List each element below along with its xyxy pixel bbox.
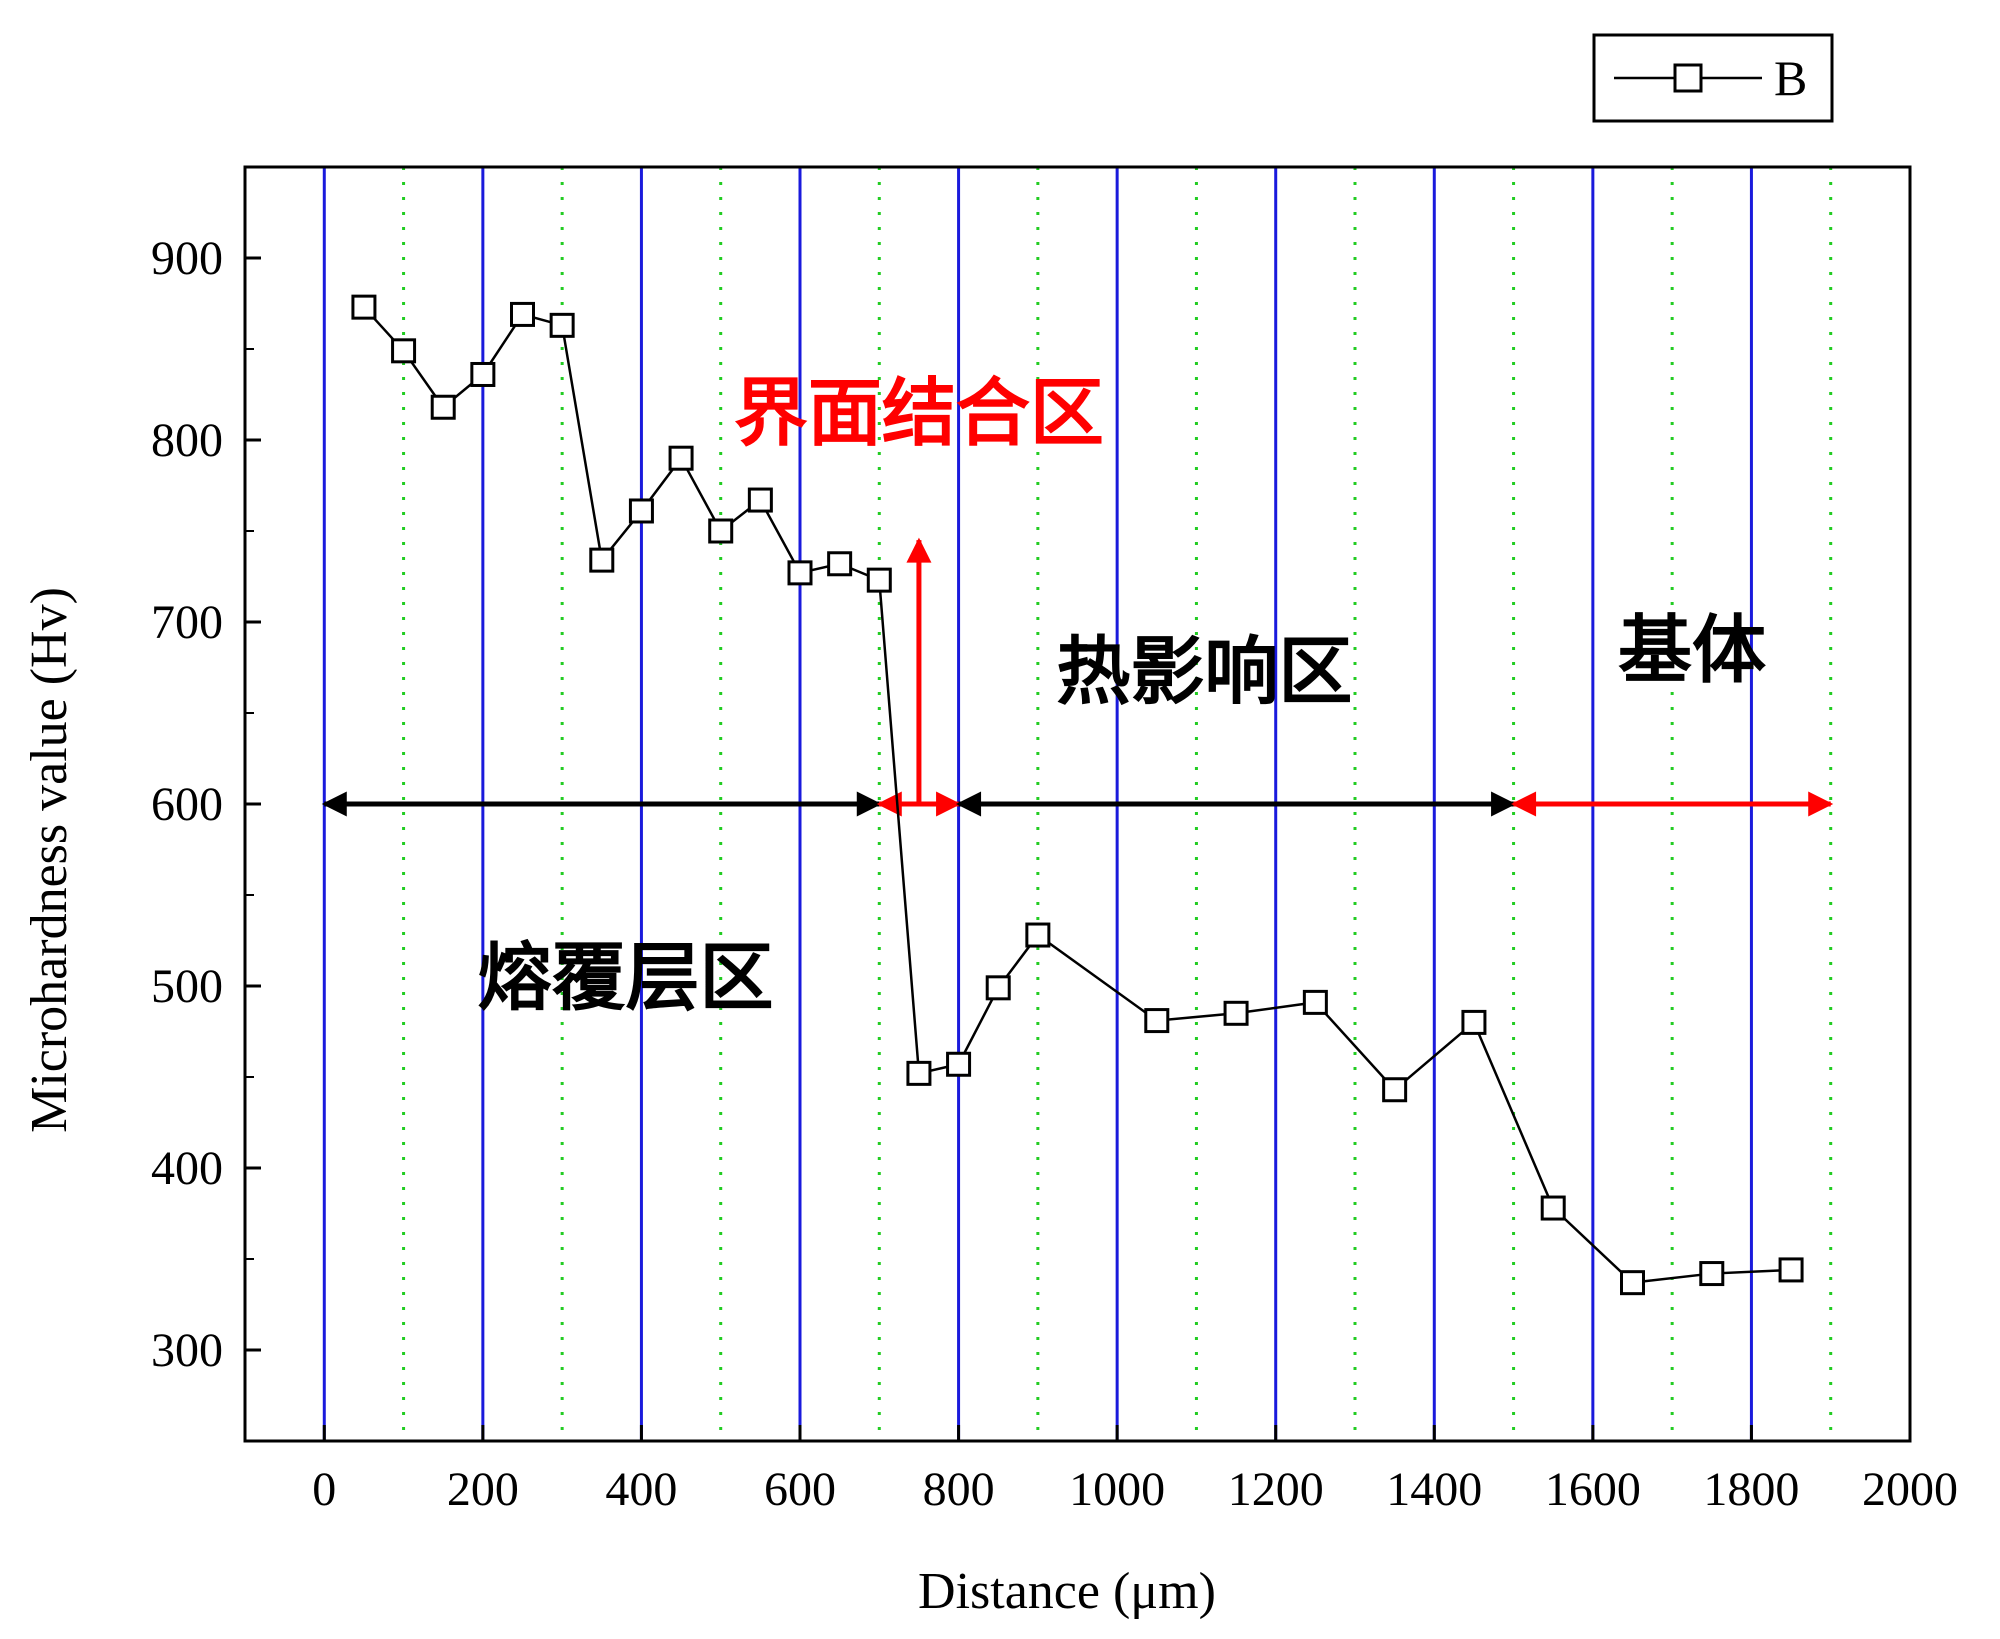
zone-label: 熔覆层区 — [478, 935, 774, 1021]
zone-label: 热影响区 — [1056, 629, 1352, 715]
data-point — [668, 445, 694, 471]
x-tick-label: 1600 — [1545, 1463, 1641, 1516]
data-point — [787, 560, 813, 586]
x-axis-label: Distance (μm) — [918, 1563, 1216, 1620]
data-point — [549, 312, 575, 338]
data-point — [589, 547, 615, 573]
x-tick-label: 800 — [923, 1463, 995, 1516]
data-point — [1620, 1270, 1645, 1296]
x-tick-label: 400 — [605, 1463, 677, 1516]
x-tick-label: 1800 — [1703, 1463, 1799, 1516]
x-tick-label: 200 — [447, 1463, 519, 1516]
data-point — [351, 294, 377, 320]
legend-square-marker — [1673, 63, 1703, 93]
data-point — [946, 1051, 972, 1077]
data-point — [708, 518, 734, 544]
x-tick-label: 2000 — [1862, 1463, 1958, 1516]
series-b — [351, 294, 1804, 1296]
data-point — [1302, 989, 1328, 1015]
x-tick-label: 1400 — [1386, 1463, 1482, 1516]
data-point — [1540, 1195, 1566, 1221]
data-point — [470, 361, 496, 387]
zone-label: 基体 — [1618, 607, 1766, 693]
data-point — [1461, 1009, 1487, 1035]
y-axis-ticks: 300 400 500 600 700 800 900 — [151, 166, 261, 1442]
data-point — [1778, 1257, 1804, 1283]
legend-label-b: B — [1774, 50, 1807, 106]
data-point — [747, 487, 773, 513]
data-point — [827, 551, 853, 577]
x-tick-label: 0 — [312, 1463, 336, 1516]
y-tick-label: 500 — [151, 960, 223, 1013]
x-tick-label: 1000 — [1069, 1463, 1165, 1516]
legend: B — [1592, 33, 1834, 123]
y-tick-label: 700 — [151, 596, 223, 649]
data-point — [391, 338, 417, 364]
data-point — [628, 498, 654, 524]
x-tick-label: 1200 — [1228, 1463, 1324, 1516]
data-point — [985, 975, 1011, 1001]
y-tick-label: 400 — [151, 1142, 223, 1195]
y-axis-label: Microhardness value (Hv) — [21, 587, 78, 1133]
data-point — [1144, 1008, 1170, 1034]
data-point — [866, 567, 892, 593]
data-point — [906, 1060, 932, 1086]
zone-arrows — [321, 537, 1834, 817]
y-tick-label: 800 — [151, 414, 223, 467]
data-point — [1382, 1077, 1408, 1103]
x-axis-ticks: 0 200 400 600 800 1000 1200 1400 1600 1800 2000 — [312, 1425, 1958, 1516]
zone-label: 界面结合区 — [734, 371, 1104, 457]
data-point — [1699, 1261, 1725, 1287]
data-point — [430, 394, 456, 420]
y-tick-label: 900 — [151, 232, 223, 285]
data-point — [1223, 1000, 1249, 1026]
y-tick-label: 600 — [151, 778, 223, 831]
y-tick-label: 300 — [151, 1324, 223, 1377]
data-point — [1025, 922, 1051, 948]
x-tick-label: 600 — [764, 1463, 836, 1516]
data-point — [510, 301, 535, 327]
